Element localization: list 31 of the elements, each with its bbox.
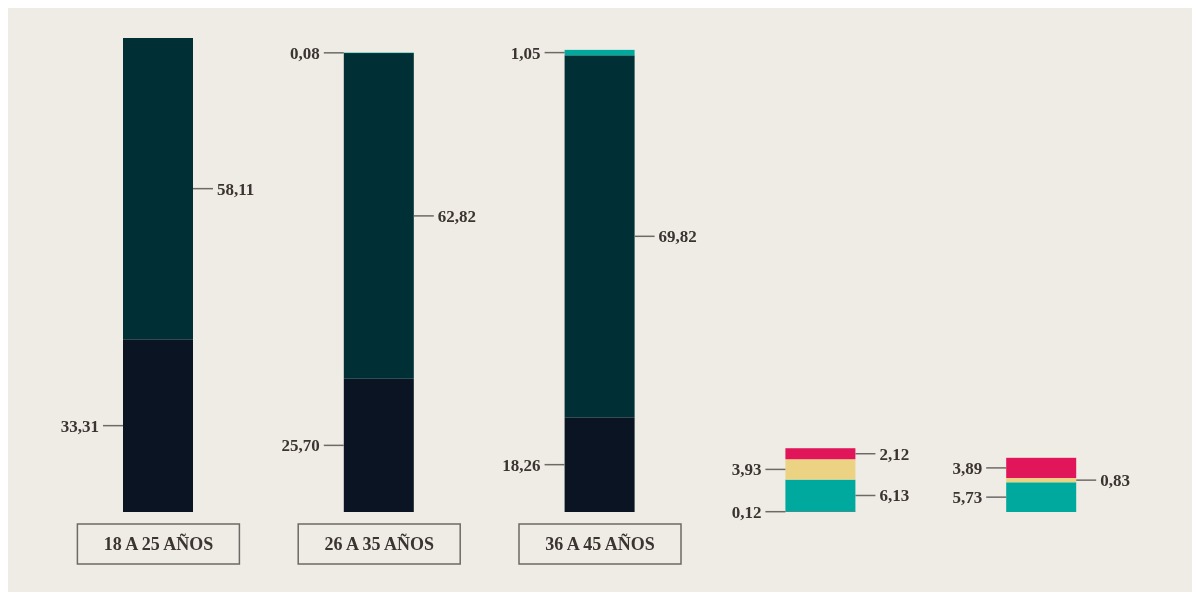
data-label: 62,82 <box>437 206 477 226</box>
x-tick-label: 36 A 45 AÑOS <box>545 533 655 555</box>
x-tick-label: 18 A 25 AÑOS <box>103 533 214 555</box>
data-label: 69,82 <box>658 227 697 247</box>
data-label: 0,83 <box>1100 471 1130 491</box>
bar <box>343 378 414 512</box>
bar <box>785 448 856 460</box>
data-label: 1,05 <box>510 43 541 63</box>
x-tick-label: 26 A 35 AÑOS <box>324 533 434 555</box>
data-label: 33,31 <box>60 416 99 436</box>
bar <box>564 49 635 56</box>
data-label: 6,13 <box>879 486 910 506</box>
bar <box>1006 482 1077 512</box>
bar <box>1006 457 1077 478</box>
data-label: 5,73 <box>952 488 983 508</box>
data-label: 0,12 <box>731 502 762 522</box>
bar <box>785 459 856 480</box>
data-label: 3,89 <box>952 458 983 478</box>
data-label: 0,08 <box>290 43 320 63</box>
bar <box>343 53 414 379</box>
bar <box>1006 477 1077 483</box>
data-label: 25,70 <box>281 436 320 456</box>
bar <box>123 339 193 512</box>
data-label: 3,93 <box>731 460 762 480</box>
data-label: 2,12 <box>879 444 910 464</box>
data-label: 18,26 <box>502 455 541 475</box>
bar <box>785 479 856 512</box>
bar <box>564 55 635 418</box>
data-label: 58,11 <box>217 179 255 199</box>
bar <box>123 38 193 340</box>
bar <box>564 417 635 512</box>
